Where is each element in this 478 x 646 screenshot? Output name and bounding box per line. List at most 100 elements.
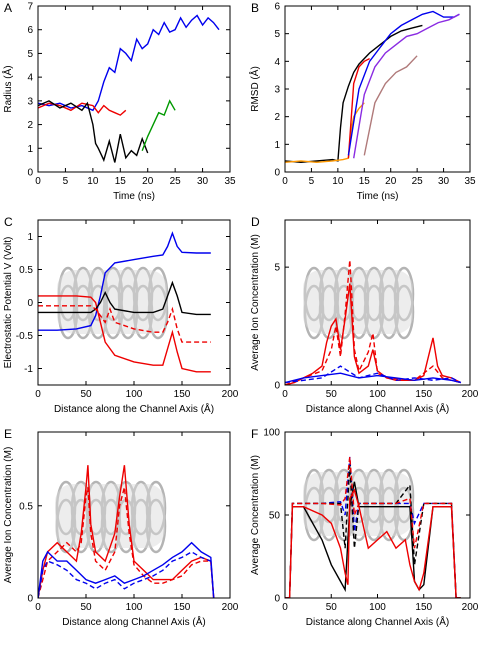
x-tick-label: 35 bbox=[464, 176, 476, 187]
x-tick-label: 200 bbox=[222, 602, 239, 613]
y-tick-label: 100 bbox=[263, 428, 280, 439]
protein-image bbox=[55, 480, 167, 554]
y-axis-label: RMSD (Å) bbox=[248, 66, 261, 112]
plot-frame bbox=[37, 431, 231, 599]
series-line bbox=[285, 372, 461, 384]
series-line bbox=[38, 231, 211, 331]
x-tick-label: 50 bbox=[326, 602, 338, 613]
series-line bbox=[353, 13, 460, 159]
y-tick-label: 0 bbox=[274, 594, 280, 605]
y-tick-label: -0.5 bbox=[16, 331, 34, 342]
x-tick-label: 20 bbox=[385, 176, 397, 187]
x-tick-label: 100 bbox=[126, 389, 143, 400]
series-line bbox=[363, 55, 418, 156]
protein-image bbox=[57, 266, 169, 340]
series-line bbox=[285, 24, 423, 164]
panel: 0 5 10 15 20 25 30 35 0 1 2 3 4 5 6 7 Time (ns) Radius (Å… bbox=[1, 1, 236, 202]
series-line bbox=[38, 100, 149, 163]
x-tick-label: 10 bbox=[87, 176, 99, 187]
panel-label: A bbox=[4, 1, 12, 15]
series-line bbox=[285, 365, 462, 384]
protein-strand bbox=[348, 284, 370, 340]
series-line bbox=[38, 487, 215, 598]
x-tick-label: 200 bbox=[462, 389, 478, 400]
x-axis-label: Distance along Channel Axis (Å) bbox=[62, 615, 205, 628]
x-tick-label: 150 bbox=[415, 389, 432, 400]
x-tick-label: 150 bbox=[174, 602, 191, 613]
y-tick-label: 2 bbox=[274, 112, 280, 123]
series-line bbox=[38, 102, 127, 116]
x-tick-label: 15 bbox=[359, 176, 371, 187]
y-tick-label: 4 bbox=[274, 57, 280, 68]
series-line bbox=[38, 551, 215, 598]
series-line bbox=[285, 283, 462, 385]
x-tick-label: 30 bbox=[438, 176, 450, 187]
x-tick-label: 50 bbox=[80, 389, 92, 400]
x-tick-label: 50 bbox=[326, 389, 338, 400]
protein-strand bbox=[378, 486, 400, 542]
y-tick-label: 4 bbox=[27, 73, 33, 84]
y-axis-label: Average Concentration (M) bbox=[250, 455, 261, 575]
protein-strand bbox=[102, 284, 124, 340]
panel: 0 50 100 150 200 0 5 Distance along Channel Axi… bbox=[250, 215, 478, 415]
x-axis-label: Distance along Channel Axis (Å) bbox=[306, 402, 449, 415]
panel-label: E bbox=[4, 427, 12, 441]
x-tick-label: 5 bbox=[309, 176, 315, 187]
protein-strand bbox=[303, 486, 325, 542]
plot-frame bbox=[284, 5, 471, 173]
x-axis-label: Time (ns) bbox=[357, 191, 399, 202]
x-axis-label: Distance along Channel Axis (Å) bbox=[306, 615, 449, 628]
protein-strand bbox=[145, 498, 167, 554]
protein-body bbox=[55, 484, 165, 548]
panel: 0 50 100 150 200 0 50 100 Distance along Channel… bbox=[250, 427, 478, 628]
x-tick-label: 0 bbox=[35, 389, 41, 400]
protein-image bbox=[303, 266, 415, 340]
series-line bbox=[285, 456, 461, 598]
y-axis-label: Average Ion Concentration (M) bbox=[3, 447, 14, 584]
series-line bbox=[38, 280, 211, 316]
y-tick-label: 6 bbox=[27, 25, 33, 36]
panel: 0 50 100 150 200 0 0.5 Distance along Channel A… bbox=[3, 427, 239, 628]
protein-body bbox=[303, 270, 413, 334]
y-tick-label: 5 bbox=[274, 29, 280, 40]
series-line bbox=[38, 305, 211, 343]
series-line bbox=[347, 57, 370, 159]
y-tick-label: 3 bbox=[274, 85, 280, 96]
y-tick-label: 5 bbox=[274, 263, 280, 274]
x-tick-label: 100 bbox=[369, 602, 386, 613]
series-line bbox=[285, 102, 365, 164]
x-tick-label: 0 bbox=[282, 389, 288, 400]
series-line bbox=[285, 260, 461, 385]
y-tick-label: 0 bbox=[27, 594, 33, 605]
protein-strand bbox=[130, 498, 152, 554]
x-tick-label: 25 bbox=[412, 176, 424, 187]
protein-body bbox=[57, 270, 167, 334]
y-axis-label: Electrostatic Potential V (Volt) bbox=[3, 237, 14, 369]
panel-label: F bbox=[251, 427, 258, 441]
series-line bbox=[38, 541, 215, 598]
x-tick-label: 200 bbox=[222, 389, 239, 400]
y-tick-label: -1 bbox=[24, 364, 33, 375]
panel-label: C bbox=[4, 215, 13, 229]
plot-frame bbox=[37, 5, 231, 173]
x-tick-label: 10 bbox=[332, 176, 344, 187]
x-tick-label: 50 bbox=[80, 602, 92, 613]
x-tick-label: 30 bbox=[197, 176, 209, 187]
y-axis-label: Average Ion Concentration (M) bbox=[250, 234, 261, 371]
x-tick-label: 200 bbox=[462, 602, 478, 613]
x-tick-label: 25 bbox=[170, 176, 182, 187]
x-tick-label: 150 bbox=[415, 602, 432, 613]
y-tick-label: 1 bbox=[27, 144, 33, 155]
y-tick-label: 0 bbox=[274, 168, 280, 179]
y-tick-label: 0.5 bbox=[19, 501, 33, 512]
x-tick-label: 0 bbox=[282, 176, 288, 187]
plot-frame bbox=[37, 219, 231, 386]
x-tick-label: 0 bbox=[35, 602, 41, 613]
protein-strand bbox=[100, 498, 122, 554]
protein-strand bbox=[378, 284, 400, 340]
panel-label: B bbox=[251, 1, 259, 15]
protein-strand bbox=[303, 284, 325, 340]
y-tick-label: 0.5 bbox=[19, 265, 33, 276]
plot-frame bbox=[284, 431, 471, 599]
